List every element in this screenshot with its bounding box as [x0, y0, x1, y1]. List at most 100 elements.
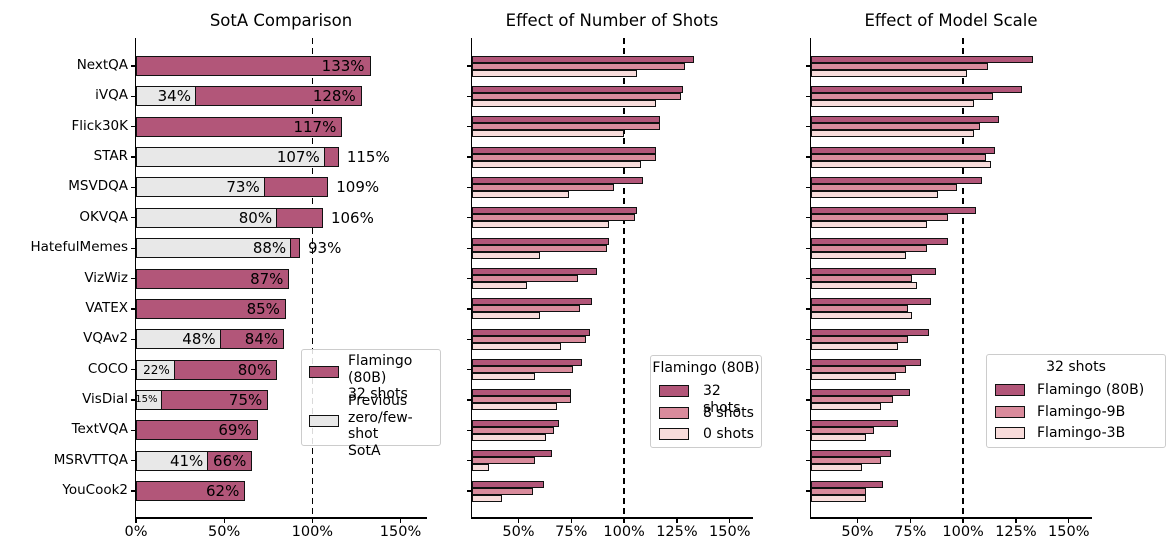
y-tick-VQAv2: [805, 338, 810, 340]
bar-flamingo-80b--VisDial: [811, 389, 911, 397]
bar-8-shots-VizWiz: [472, 275, 578, 283]
bar-flamingo-9b-Flick30K: [811, 123, 981, 131]
x-tick-50%: [517, 518, 520, 523]
flamingo-value-label-COCO: 80%: [237, 360, 272, 379]
y-tick-VATEX: [130, 308, 135, 310]
sota-value-label-iVQA: 34%: [157, 87, 191, 106]
legend-swatch-flamingo-80b-: [995, 384, 1025, 396]
bar-8-shots-VisDial: [472, 396, 572, 404]
bar-32-shots-STAR: [472, 146, 656, 154]
bar-8-shots-YouCook2: [472, 487, 534, 495]
bar-flamingo-3b-STAR: [811, 160, 991, 168]
flamingo-value-label-Flick30K: 117%: [293, 117, 337, 136]
bar-previous-sota-OKVQA: [136, 207, 278, 228]
bar-0-shots-MSVDQA: [472, 190, 570, 198]
y-tick-OKVQA: [466, 217, 471, 219]
bar-0-shots-COCO: [472, 373, 536, 381]
bar-flamingo-80b--NextQA: [811, 55, 1033, 63]
bar-flamingo-TextVQA: [136, 420, 258, 441]
bar-flamingo-9b-COCO: [811, 366, 907, 374]
x-tick-label-150%: 150%: [379, 524, 422, 537]
bar-32-shots-VizWiz: [472, 268, 597, 276]
y-tick-VQAv2: [466, 338, 471, 340]
x-tick-50%: [856, 518, 859, 523]
y-tick-VisDial: [466, 399, 471, 401]
legend-label-previous-sota: Previous zero/few-shot SotA: [348, 393, 413, 459]
flamingo-value-label-MSRVTTQA: 66%: [213, 451, 247, 470]
bar-flamingo-80b--VizWiz: [811, 268, 936, 276]
x-tick-label-125%: 125%: [995, 524, 1037, 537]
y-tick-TextVQA: [466, 429, 471, 431]
y-tick-VizWiz: [805, 277, 810, 280]
hundred-percent-reference-line: [311, 38, 313, 517]
y-tick-TextVQA: [805, 429, 810, 431]
flamingo-value-label-TextVQA: 69%: [218, 421, 252, 440]
legend-swatch-flamingo-3b: [995, 427, 1025, 439]
bar-0-shots-YouCook2: [472, 494, 502, 502]
y-tick-STAR: [466, 156, 471, 158]
category-label-iVQA: iVQA: [95, 87, 128, 104]
panel-title-number-of-shots: Effect of Number of Shots: [505, 11, 719, 30]
x-tick-75%: [909, 518, 911, 523]
bar-8-shots-MSVDQA: [472, 183, 614, 191]
sota-value-label-OKVQA: 80%: [238, 208, 273, 227]
bar-flamingo-YouCook2: [136, 481, 246, 502]
bar-8-shots-NextQA: [472, 62, 686, 70]
bar-32-shots-COCO: [472, 359, 582, 367]
legend-title: Flamingo (80B): [652, 360, 760, 376]
sota-value-label-COCO: 22%: [143, 362, 170, 377]
flamingo-value-label-YouCook2: 62%: [206, 482, 240, 501]
bar-flamingo-80b--COCO: [811, 359, 921, 367]
legend-swatch-flamingo: [309, 366, 339, 378]
flamingo-value-label-VizWiz: 87%: [250, 269, 284, 288]
x-tick-150%: [729, 518, 731, 523]
flamingo-value-label-HatefulMemes: 93%: [308, 239, 342, 258]
bar-flamingo-9b-OKVQA: [811, 214, 949, 222]
y-tick-YouCook2: [805, 490, 810, 492]
sota-value-label-HatefulMemes: 88%: [252, 239, 287, 258]
y-tick-HatefulMemes: [130, 247, 135, 249]
y-tick-VisDial: [130, 399, 135, 401]
y-tick-VATEX: [805, 308, 810, 310]
flamingo-value-label-VATEX: 85%: [246, 299, 280, 318]
bar-8-shots-Flick30K: [472, 123, 661, 131]
x-tick-label-75%: 75%: [555, 524, 588, 537]
bar-flamingo-9b-MSVDQA: [811, 183, 957, 191]
bar-flamingo-NextQA: [136, 56, 371, 76]
category-label-MSVDQA: MSVDQA: [68, 178, 128, 195]
bar-flamingo-3b-VQAv2: [811, 342, 898, 350]
bar-flamingo-3b-COCO: [811, 373, 896, 381]
flamingo-value-label-MSVDQA: 109%: [336, 178, 380, 197]
bar-32-shots-iVQA: [472, 85, 684, 93]
y-tick-OKVQA: [130, 217, 135, 219]
bar-flamingo-9b-NextQA: [811, 62, 989, 70]
bar-32-shots-VQAv2: [472, 328, 591, 336]
category-label-OKVQA: OKVQA: [79, 208, 128, 225]
x-tick-label-50%: 50%: [502, 524, 535, 537]
bar-8-shots-COCO: [472, 366, 574, 374]
y-tick-COCO: [466, 368, 471, 371]
y-tick-iVQA: [805, 95, 810, 97]
bar-flamingo-80b--iVQA: [811, 85, 1023, 93]
legend-label-0-shots: 0 shots: [703, 426, 754, 442]
x-tick-100%: [623, 518, 625, 523]
legend-swatch-previous-sota: [309, 415, 339, 427]
bar-32-shots-HatefulMemes: [472, 237, 610, 245]
x-tick-label-100%: 100%: [942, 524, 984, 537]
bar-0-shots-VATEX: [472, 312, 540, 320]
x-tick-100%: [311, 518, 313, 523]
bar-8-shots-TextVQA: [472, 426, 555, 434]
bar-flamingo-9b-STAR: [811, 153, 987, 161]
y-tick-Flick30K: [130, 126, 135, 128]
sota-value-label-MSRVTTQA: 41%: [169, 451, 204, 470]
category-label-NextQA: NextQA: [76, 57, 128, 73]
panel-title-model-scale: Effect of Model Scale: [864, 11, 1038, 30]
legend-label-32-shots: 32 shots: [703, 383, 741, 416]
bar-0-shots-iVQA: [472, 99, 656, 107]
bar-8-shots-VQAv2: [472, 335, 587, 343]
bar-flamingo-80b--VQAv2: [811, 328, 930, 336]
bar-32-shots-VisDial: [472, 389, 572, 397]
bar-0-shots-MSRVTTQA: [472, 464, 489, 472]
bar-flamingo-3b-OKVQA: [811, 221, 928, 229]
bar-flamingo-3b-VizWiz: [811, 282, 917, 290]
